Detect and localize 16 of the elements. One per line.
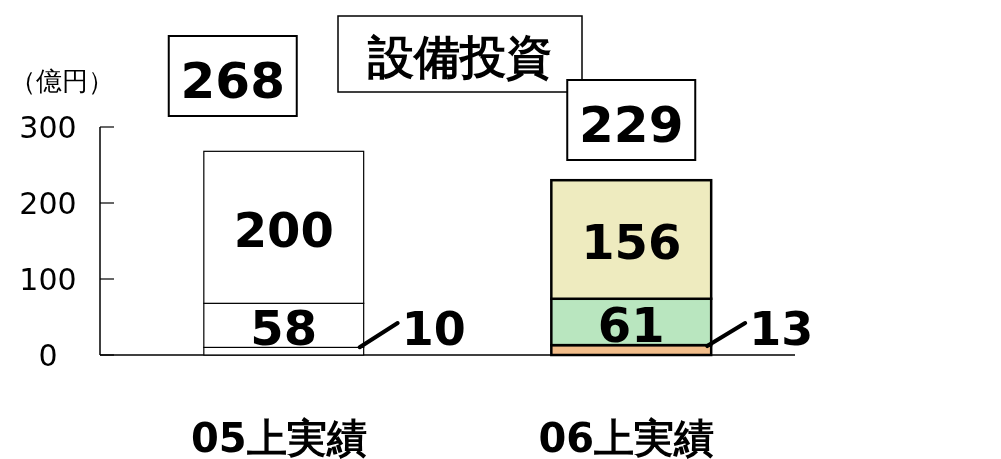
y-tick-label: 100 [19,262,77,297]
data-label: 58 [250,300,318,357]
y-axis-title: （億円） [10,66,114,96]
y-tick-label: 300 [19,110,77,145]
data-label: 13 [749,302,814,356]
x-tick-label: 06上実績 [538,415,715,459]
data-label: 200 [233,202,334,259]
x-tick-label: 05上実績 [190,415,367,459]
chart-title: 設備投資 [367,30,552,84]
y-tick-label: 0 [38,338,58,373]
total-label: 229 [579,96,684,154]
data-label: 156 [581,214,682,271]
y-tick-label: 200 [19,186,77,221]
total-label: 268 [180,52,285,110]
data-label: 61 [597,296,665,353]
data-label: 10 [401,302,466,356]
